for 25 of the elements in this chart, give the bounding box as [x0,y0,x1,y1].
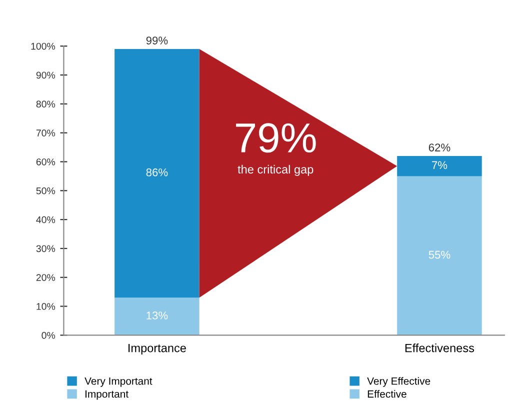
data-label: 86% [146,168,168,176]
total-label: 99% [146,36,168,44]
y-tick-label: 30% [36,245,56,252]
legend-label: Effective [368,390,406,398]
x-tick-label: Effectiveness [405,344,474,352]
data-label: 55% [428,250,450,259]
legend-label: Very Important [84,378,152,387]
y-tick-label: 10% [36,303,56,310]
y-tick-label: 60% [36,158,56,166]
legend-label: Very Effective [367,377,430,387]
y-tick-label: 80% [36,100,56,108]
data-label: 7% [432,161,448,170]
y-tick-label: 20% [36,274,56,281]
y-tick-label: 100% [31,42,56,50]
y-tick-label: 90% [36,72,56,79]
y-tick-label: 50% [36,187,56,194]
annotation: 79% [236,123,316,153]
annotation: the critical gap [238,164,314,176]
y-tick-label: 70% [36,130,56,136]
x-tick-label: Importance [128,344,186,355]
y-tick-label: 40% [36,216,56,224]
y-tick-label: 0% [42,332,56,339]
legend-label: Important [86,390,128,400]
total-label: 62% [428,144,450,152]
data-label: 13% [146,312,168,320]
